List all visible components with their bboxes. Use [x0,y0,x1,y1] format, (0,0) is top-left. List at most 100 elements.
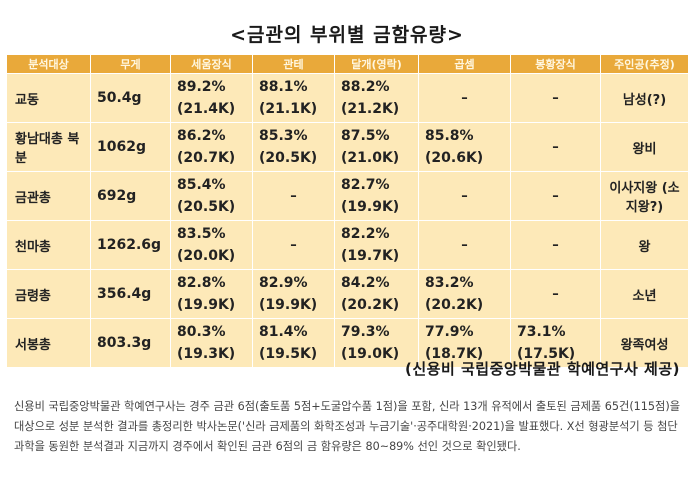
row-target-name: 교동 [6,73,91,123]
table-header-row: 분석대상 무게 세움장식 관테 달개(영락) 곱셈 봉황장식 주인공(추정) [6,54,689,74]
karat-value: (20.2K) [425,297,484,313]
table-row: 황남대총 북분 1062g 86.2% (20.7K) 85.3% (20.5K) 87.5… [6,122,689,172]
header-gokok: 곱셈 [418,54,511,74]
karat-value: (20.5K) [177,199,236,215]
cell-gold-content: 83.2% (20.2K) [418,269,511,319]
row-weight: 50.4g [90,73,171,123]
gold-percent: 80.3% [177,324,226,340]
karat-value: (20.2K) [341,297,400,313]
row-target-name: 금관총 [6,171,91,221]
cell-gold-content: 85.4% (20.5K) [170,171,253,221]
cell-gold-content: 86.2% (20.7K) [170,122,253,172]
gold-percent: 87.5% [341,128,390,144]
karat-value: (20.0K) [177,248,236,264]
header-phoenix-ornament: 봉황장식 [510,54,601,74]
row-target-name: 황남대총 북분 [6,122,91,172]
header-target: 분석대상 [6,54,91,74]
table-title: <금관의 부위별 금함유량> [230,24,464,46]
cell-dash: – [418,171,511,221]
cell-gold-content: 82.9% (19.9K) [252,269,335,319]
row-owner: 왕 [600,220,689,270]
row-owner: 이사지왕 (소지왕?) [600,171,689,221]
cell-gold-content: 82.7% (19.9K) [334,171,419,221]
karat-value: (18.7K) [425,346,484,362]
header-weight: 무게 [90,54,171,74]
cell-gold-content: 81.4% (19.5K) [252,318,335,368]
cell-dash: – [510,220,601,270]
karat-value: (19.3K) [177,346,236,362]
karat-value: (19.9K) [341,199,400,215]
gold-percent: 82.9% [259,275,308,291]
gold-percent: 89.2% [177,79,226,95]
row-weight: 803.3g [90,318,171,368]
cell-dash: – [418,73,511,123]
cell-gold-content: 73.1% (17.5K) [510,318,601,368]
cell-gold-content: 83.5% (20.0K) [170,220,253,270]
gold-percent: 81.4% [259,324,308,340]
cell-dash: – [252,220,335,270]
row-weight: 692g [90,171,171,221]
row-weight: 356.4g [90,269,171,319]
cell-dash: – [510,73,601,123]
gold-percent: 88.2% [341,79,390,95]
karat-value: (19.9K) [259,297,318,313]
gold-percent: 84.2% [341,275,390,291]
row-owner: 남성(?) [600,73,689,123]
article-caption: 신용비 국립중앙박물관 학예연구사는 경주 금관 6점(출토품 5점+도굴압수품… [14,400,680,453]
karat-value: (20.7K) [177,150,236,166]
cell-dash: – [510,269,601,319]
table-row: 교동 50.4g 89.2% (21.4K) 88.1% (21.1K) 88.2% (21.… [6,73,689,123]
gold-percent: 77.9% [425,324,474,340]
row-target-name: 천마총 [6,220,91,270]
header-upright-ornament: 세움장식 [170,54,253,74]
gold-percent: 85.8% [425,128,474,144]
karat-value: (21.4K) [177,101,236,117]
cell-gold-content: 80.3% (19.3K) [170,318,253,368]
cell-dash: – [510,122,601,172]
gold-percent: 88.1% [259,79,308,95]
table-row: 천마총 1262.6g 83.5% (20.0K) –82.2% (19.7K) – – 왕 [6,220,689,270]
cell-gold-content: 85.8% (20.6K) [418,122,511,172]
gold-percent: 85.3% [259,128,308,144]
gold-percent: 73.1% [517,324,566,340]
photo-credit: (신용비 국립중앙박물관 학예연구사 제공) [405,360,680,378]
cell-gold-content: 77.9% (18.7K) [418,318,511,368]
gold-percent: 82.8% [177,275,226,291]
table-row: 서봉총 803.3g 80.3% (19.3K) 81.4% (19.5K) 79.3% (1… [6,318,689,368]
row-target-name: 금령총 [6,269,91,319]
row-owner: 왕비 [600,122,689,172]
karat-value: (21.2K) [341,101,400,117]
row-target-name: 서봉총 [6,318,91,368]
gold-percent: 82.2% [341,226,390,242]
cell-gold-content: 88.1% (21.1K) [252,73,335,123]
header-owner: 주인공(추정) [600,54,689,74]
cell-gold-content: 85.3% (20.5K) [252,122,335,172]
cell-gold-content: 88.2% (21.2K) [334,73,419,123]
gold-percent: 83.2% [425,275,474,291]
cell-gold-content: 89.2% (21.4K) [170,73,253,123]
gold-percent: 83.5% [177,226,226,242]
karat-value: (20.6K) [425,150,484,166]
gold-content-table: 분석대상 무게 세움장식 관테 달개(영락) 곱셈 봉황장식 주인공(추정) 교… [6,54,689,368]
cell-dash: – [252,171,335,221]
karat-value: (19.5K) [259,346,318,362]
row-weight: 1062g [90,122,171,172]
karat-value: (19.0K) [341,346,400,362]
cell-gold-content: 82.2% (19.7K) [334,220,419,270]
gold-percent: 86.2% [177,128,226,144]
row-owner: 소년 [600,269,689,319]
header-band: 관테 [252,54,335,74]
gold-percent: 82.7% [341,177,390,193]
karat-value: (21.1K) [259,101,318,117]
table-row: 금관총 692g 85.4% (20.5K) –82.7% (19.9K) – – 이사지왕 (… [6,171,689,221]
karat-value: (17.5K) [517,346,576,362]
cell-gold-content: 84.2% (20.2K) [334,269,419,319]
cell-gold-content: 82.8% (19.9K) [170,269,253,319]
cell-dash: – [510,171,601,221]
row-owner: 왕족여성 [600,318,689,368]
row-weight: 1262.6g [90,220,171,270]
karat-value: (19.9K) [177,297,236,313]
karat-value: (21.0K) [341,150,400,166]
gold-percent: 85.4% [177,177,226,193]
karat-value: (19.7K) [341,248,400,264]
